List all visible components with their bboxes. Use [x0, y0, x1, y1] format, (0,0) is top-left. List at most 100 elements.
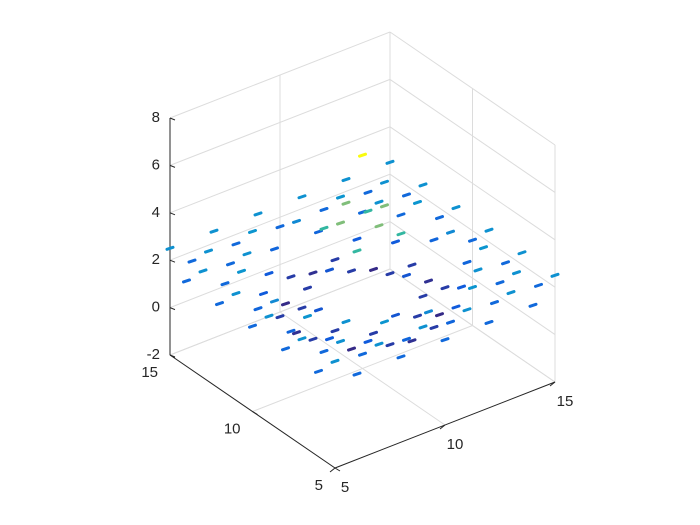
data-point: [281, 301, 290, 307]
z-tick: [169, 212, 176, 216]
y-tick: [252, 411, 258, 415]
data-point: [462, 259, 472, 265]
data-point: [336, 194, 345, 200]
data-point: [264, 313, 274, 319]
y-tick-label: 10: [224, 420, 241, 437]
z-tick: [169, 259, 176, 263]
data-point: [319, 225, 329, 231]
grid-line: [389, 221, 556, 336]
data-point: [341, 177, 351, 183]
y-tick: [334, 467, 341, 472]
data-point: [462, 307, 472, 313]
grid-line: [169, 268, 391, 356]
data-point: [446, 229, 455, 235]
data-point: [286, 328, 296, 334]
data-point: [187, 258, 197, 264]
x-tick: [549, 381, 556, 387]
data-point: [550, 272, 560, 278]
data-point: [440, 285, 450, 291]
data-point: [369, 266, 378, 272]
data-point: [281, 346, 290, 352]
data-point: [380, 179, 389, 185]
data-point: [330, 328, 340, 334]
z-tick-label: 4: [152, 204, 160, 221]
data-point: [385, 159, 395, 165]
data-point: [479, 245, 488, 251]
z-tick-label: 8: [152, 109, 160, 126]
data-point: [363, 208, 373, 214]
data-point: [248, 228, 257, 234]
data-point: [275, 224, 285, 230]
x-tick-label: 5: [341, 479, 349, 496]
data-point: [385, 342, 395, 348]
data-point: [297, 305, 307, 311]
data-point: [413, 199, 422, 205]
data-point: [440, 337, 450, 343]
data-point: [418, 324, 428, 330]
data-point: [297, 194, 307, 200]
data-point: [336, 220, 345, 226]
data-point: [220, 281, 230, 287]
data-point: [424, 309, 433, 315]
data-point: [446, 319, 455, 325]
x-tick: [329, 467, 336, 473]
data-point: [319, 206, 329, 212]
data-point: [374, 199, 384, 205]
data-point: [182, 278, 191, 284]
z-tick-label: 2: [152, 251, 160, 268]
data-point: [275, 314, 285, 320]
grid-line: [169, 221, 391, 309]
x-tick: [439, 424, 446, 430]
data-point: [297, 336, 307, 342]
grid-line: [169, 78, 391, 166]
data-point: [429, 324, 439, 330]
y-tick-label: 5: [315, 477, 323, 494]
data-point: [347, 268, 356, 274]
data-point: [303, 285, 312, 291]
grid-line: [389, 126, 556, 241]
data-point: [451, 205, 461, 211]
data-point: [314, 307, 323, 313]
z-tick: [169, 354, 176, 358]
data-point: [407, 262, 417, 268]
data-point: [341, 200, 351, 206]
data-point: [237, 268, 246, 274]
data-point: [517, 250, 527, 256]
data-point: [165, 245, 175, 251]
z-tick: [169, 164, 176, 168]
data-point: [352, 371, 362, 377]
data-point: [429, 237, 439, 243]
data-point: [380, 319, 389, 325]
z-tick: [169, 117, 176, 121]
data-point: [286, 274, 296, 280]
data-point: [352, 236, 362, 242]
data-point: [418, 182, 428, 188]
x-tick-label: 10: [447, 436, 464, 453]
data-point: [473, 267, 483, 273]
data-point: [292, 218, 301, 224]
data-point: [303, 313, 312, 319]
data-point: [215, 301, 224, 307]
data-point: [380, 203, 389, 209]
data-point: [468, 284, 477, 290]
data-point: [396, 212, 406, 218]
x-tick-label: 15: [557, 393, 574, 410]
data-point: [468, 237, 477, 243]
data-point: [253, 211, 263, 217]
data-point: [330, 358, 340, 364]
data-point: [484, 227, 494, 233]
data-point: [484, 319, 494, 325]
data-point: [396, 354, 406, 360]
data-point: [424, 278, 433, 284]
data-point: [253, 306, 263, 312]
data-point: [209, 228, 219, 234]
data-point: [374, 223, 384, 229]
data-point: [402, 336, 411, 342]
z-tick-label: 0: [152, 299, 160, 316]
data-point: [231, 291, 241, 297]
data-point: [198, 268, 208, 274]
data-point: [292, 330, 301, 336]
data-point: [528, 302, 538, 308]
data-point: [490, 300, 499, 306]
